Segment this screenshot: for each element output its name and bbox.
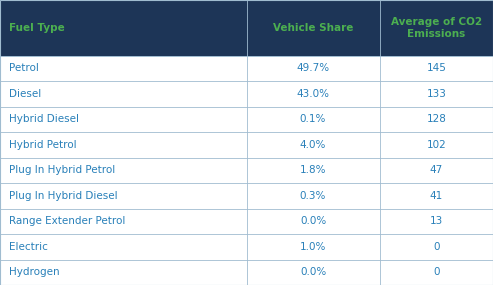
Text: Average of CO2
Emissions: Average of CO2 Emissions	[391, 17, 482, 38]
Text: 0.3%: 0.3%	[300, 191, 326, 201]
Text: 0.0%: 0.0%	[300, 216, 326, 226]
Text: 102: 102	[426, 140, 446, 150]
Text: 1.0%: 1.0%	[300, 242, 326, 252]
Text: Petrol: Petrol	[9, 63, 39, 73]
Text: Hybrid Petrol: Hybrid Petrol	[9, 140, 76, 150]
Bar	[0, 260, 493, 285]
Text: 43.0%: 43.0%	[297, 89, 329, 99]
Text: 128: 128	[426, 114, 446, 124]
Text: 133: 133	[426, 89, 446, 99]
Text: 47: 47	[430, 165, 443, 175]
Text: Diesel: Diesel	[9, 89, 41, 99]
Text: 0.0%: 0.0%	[300, 267, 326, 277]
Text: Range Extender Petrol: Range Extender Petrol	[9, 216, 125, 226]
Text: 145: 145	[426, 63, 446, 73]
Text: 41: 41	[430, 191, 443, 201]
Bar	[0, 183, 493, 209]
Text: Hybrid Diesel: Hybrid Diesel	[9, 114, 79, 124]
Bar	[0, 107, 493, 132]
Text: 1.8%: 1.8%	[300, 165, 326, 175]
Text: 0: 0	[433, 267, 440, 277]
Text: 4.0%: 4.0%	[300, 140, 326, 150]
Text: Fuel Type: Fuel Type	[9, 23, 65, 33]
Text: Hydrogen: Hydrogen	[9, 267, 60, 277]
Bar	[0, 234, 493, 260]
Bar	[0, 158, 493, 183]
Text: 13: 13	[430, 216, 443, 226]
Text: 0: 0	[433, 242, 440, 252]
Text: Electric: Electric	[9, 242, 48, 252]
Text: Plug In Hybrid Petrol: Plug In Hybrid Petrol	[9, 165, 115, 175]
Bar	[0, 209, 493, 234]
Bar	[0, 56, 493, 81]
Bar	[0, 0, 493, 56]
Bar	[0, 132, 493, 158]
Text: Vehicle Share: Vehicle Share	[273, 23, 353, 33]
Text: 49.7%: 49.7%	[296, 63, 330, 73]
Text: 0.1%: 0.1%	[300, 114, 326, 124]
Bar	[0, 81, 493, 107]
Text: Plug In Hybrid Diesel: Plug In Hybrid Diesel	[9, 191, 117, 201]
